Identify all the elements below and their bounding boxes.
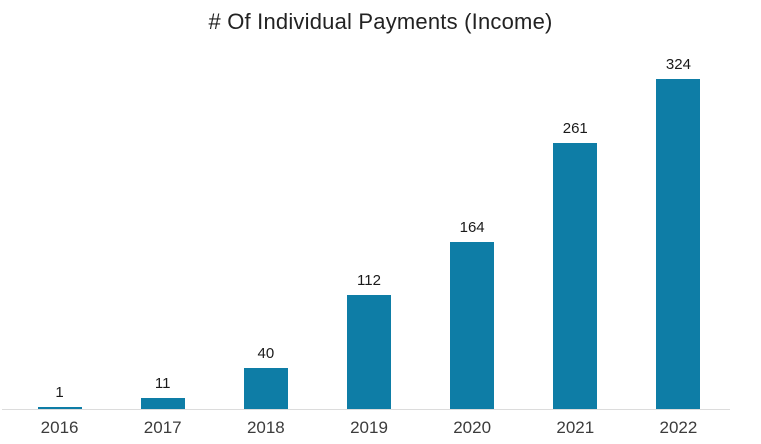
bar-2021[interactable] — [553, 143, 598, 409]
x-axis-label-2019: 2019 — [350, 418, 388, 437]
bar-2018[interactable] — [243, 368, 288, 409]
bar-value-label: 1 — [55, 384, 64, 401]
bar-2020[interactable] — [450, 242, 495, 409]
bar-column: 40 — [214, 45, 317, 409]
bar-2019[interactable] — [346, 295, 391, 409]
bar-column: 112 — [317, 45, 420, 409]
x-axis-label-2022: 2022 — [659, 418, 698, 437]
x-axis-labels: 2016 2017 2018 2019 2020 2021 2022 — [8, 410, 730, 438]
bar-column: 261 — [524, 45, 627, 409]
bar-column: 164 — [421, 45, 524, 409]
chart-title: # Of Individual Payments (Income) — [208, 9, 553, 34]
bar-value-label: 324 — [665, 56, 691, 73]
bars-container: 1 11 40 112 164 261 324 — [8, 45, 730, 409]
x-axis-label-2018: 2018 — [246, 418, 285, 437]
bar-2016[interactable] — [37, 407, 82, 409]
bar-value-label: 40 — [257, 345, 275, 362]
plot-area: 1 11 40 112 164 261 324 — [8, 45, 730, 409]
x-axis-label-2016: 2016 — [40, 418, 79, 437]
bar-2017[interactable] — [140, 398, 185, 409]
bar-value-label: 112 — [357, 272, 381, 289]
x-axis-label-2020: 2020 — [453, 418, 492, 437]
bar-2022[interactable] — [656, 79, 701, 409]
bar-column: 324 — [627, 45, 730, 409]
bar-column: 11 — [111, 45, 214, 409]
bar-value-label: 261 — [562, 120, 588, 137]
x-axis-label-2021: 2021 — [556, 418, 595, 437]
bar-column: 1 — [8, 45, 111, 409]
bar-value-label: 11 — [154, 375, 171, 392]
bar-value-label: 164 — [459, 219, 485, 236]
x-axis-line — [2, 409, 730, 410]
x-axis-label-2017: 2017 — [143, 418, 182, 437]
